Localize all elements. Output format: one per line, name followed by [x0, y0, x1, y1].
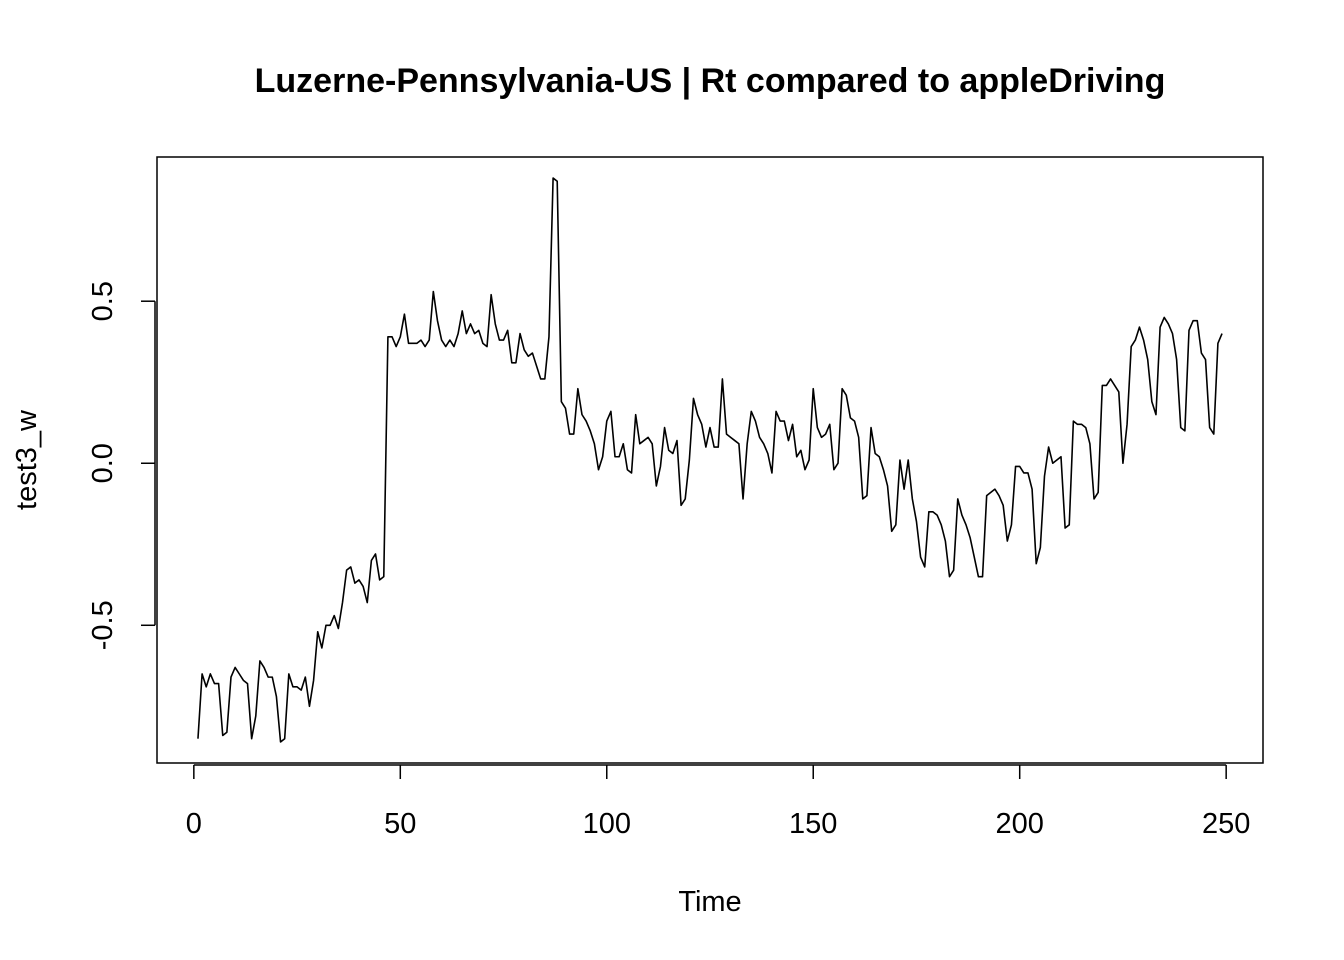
- x-axis-label: Time: [678, 886, 741, 918]
- y-tick-label: -0.5: [87, 600, 119, 650]
- y-axis-label: test3_w: [11, 409, 43, 510]
- plot-box: [156, 156, 1264, 764]
- y-tick-label: 0.5: [87, 281, 119, 321]
- x-tick-label: 200: [996, 808, 1044, 840]
- x-tick-label: 150: [789, 808, 837, 840]
- x-tick-label: 0: [186, 808, 202, 840]
- chart-title: Luzerne-Pennsylvania-US | Rt compared to…: [255, 62, 1166, 100]
- y-axis: -0.5 0.0 0.5: [87, 281, 156, 650]
- series-line-test3_w: [197, 177, 1223, 743]
- x-tick-label: 100: [583, 808, 631, 840]
- x-axis: 0 50 100 150 200 250: [186, 764, 1250, 840]
- y-tick-label: 0.0: [87, 443, 119, 483]
- x-tick-label: 50: [384, 808, 416, 840]
- x-tick-label: 250: [1202, 808, 1250, 840]
